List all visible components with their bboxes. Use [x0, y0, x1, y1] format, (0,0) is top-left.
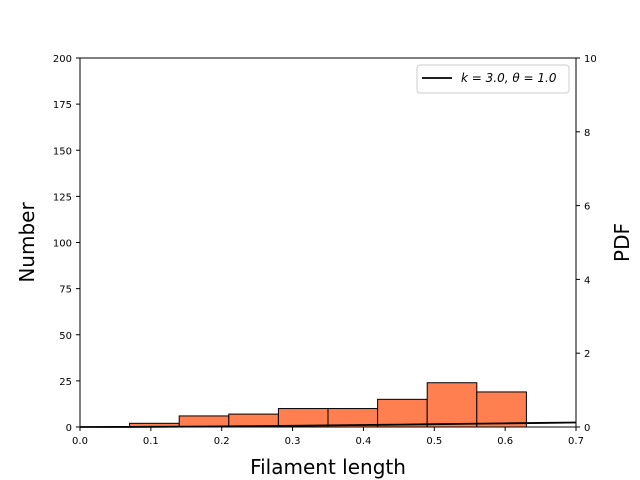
plot-area-frame [79, 57, 577, 428]
histogram-bar [426, 382, 478, 428]
y2-tick-label: 0 [584, 423, 590, 434]
y-tick-label: 50 [59, 331, 72, 342]
y-tick-label: 0 [66, 423, 72, 434]
y-tick-label: 125 [53, 192, 72, 203]
histogram-bar [277, 408, 329, 428]
x-axis-title: Filament length [250, 455, 406, 479]
legend-label: k = 3.0, θ = 1.0 [461, 71, 557, 85]
histogram-bar [377, 398, 428, 428]
x-tick-label: 0.2 [214, 436, 230, 447]
y-tick-label: 175 [53, 100, 72, 111]
legend-box [416, 64, 570, 94]
y-tick-label: 100 [53, 239, 72, 250]
x-tick-label: 0.4 [355, 436, 371, 447]
histogram-bars [129, 382, 527, 428]
y-axis-title: Number [15, 202, 39, 283]
y2-tick-label: 10 [584, 54, 597, 65]
x-tick-label: 0.7 [568, 436, 584, 447]
y2-tick-label: 4 [584, 275, 590, 286]
x-axis-ticks: 0.0 0.1 0.2 0.3 0.4 0.5 0.6 0.7 [72, 427, 584, 447]
x-tick-label: 0.1 [143, 436, 159, 447]
y2-tick-label: 2 [584, 349, 590, 360]
histogram-bar [228, 413, 279, 428]
legend: k = 3.0, θ = 1.0 [416, 64, 570, 94]
x-tick-label: 0.0 [72, 436, 88, 447]
y2-axis-ticks: 0 2 4 6 8 10 [576, 54, 597, 434]
y-tick-label: 150 [53, 146, 72, 157]
y-tick-label: 75 [59, 285, 72, 296]
histogram-bar [178, 415, 230, 428]
y-tick-label: 25 [59, 377, 72, 388]
x-tick-label: 0.3 [285, 436, 301, 447]
y2-axis-title: PDF [610, 223, 634, 262]
y2-tick-label: 6 [584, 202, 590, 213]
x-tick-label: 0.5 [426, 436, 442, 447]
y-tick-label: 200 [53, 54, 72, 65]
y-axis-ticks: 0 25 50 75 100 125 150 175 200 [53, 54, 80, 434]
y2-tick-label: 8 [584, 128, 590, 139]
histogram-bar [476, 391, 527, 428]
x-tick-label: 0.6 [497, 436, 513, 447]
